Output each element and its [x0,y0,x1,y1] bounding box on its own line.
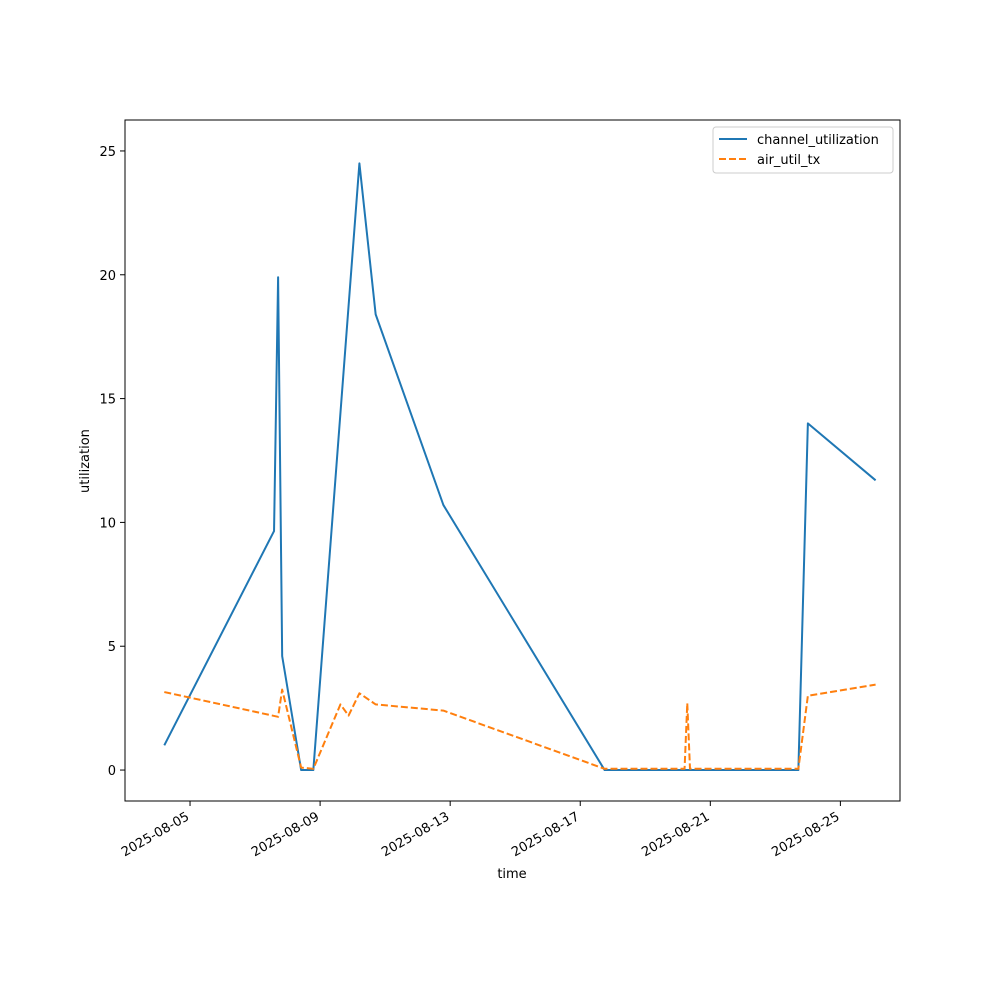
y-tick-label: 10 [99,516,116,531]
y-tick-label: 20 [99,269,116,284]
x-axis-label: time [497,867,526,882]
legend-box [712,126,894,174]
plot-frame [124,119,901,802]
legend: channel_utilization air_util_tx [712,126,894,174]
y-tick-label: 0 [108,764,116,779]
legend-label-air-util-tx: air_util_tx [757,153,821,168]
y-tick-label: 15 [99,393,116,408]
y-axis-label: utilization [78,429,93,493]
series-line-channel-utilization [163,162,877,772]
y-tick-label: 5 [108,640,116,655]
y-tick-label: 25 [99,145,116,160]
series-line-air-util-tx [164,683,876,770]
legend-label-channel-utilization: channel_utilization [757,133,879,148]
series-layer [163,162,877,772]
y-axis: 0 5 10 15 20 25 [99,145,125,779]
